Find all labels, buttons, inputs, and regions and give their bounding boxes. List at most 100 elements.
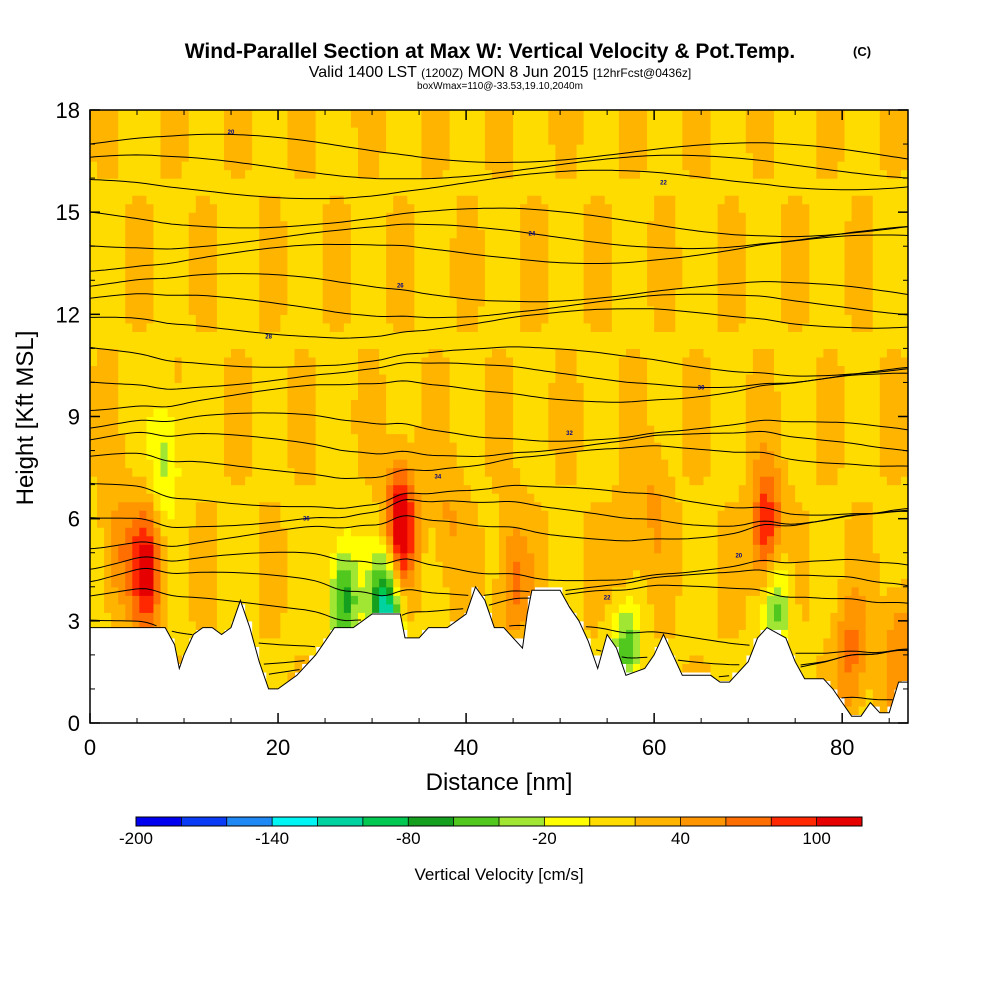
velocity-cell [287,442,296,452]
velocity-cell [625,305,634,315]
velocity-cell [350,356,359,367]
velocity-cell [393,271,401,281]
velocity-cell [252,288,260,298]
velocity-cell [259,476,267,486]
velocity-cell [393,459,401,469]
velocity-cell [118,595,126,605]
velocity-cell [280,322,289,332]
velocity-cell [541,288,549,298]
velocity-cell [252,186,260,196]
velocity-cell [372,297,380,307]
velocity-cell [379,586,387,596]
velocity-cell [520,152,528,162]
velocity-cell [273,280,281,290]
velocity-cell [160,169,169,179]
velocity-cell [372,169,380,179]
velocity-cell [357,161,366,171]
velocity-cell [273,510,281,520]
velocity-cell [315,484,324,494]
velocity-cell [463,322,472,332]
velocity-cell [125,118,133,128]
velocity-cell [611,263,620,273]
velocity-cell [174,552,183,562]
velocity-cell [231,467,239,477]
velocity-cell [329,561,338,571]
velocity-cell [160,442,169,452]
velocity-cell [266,110,274,120]
velocity-cell [541,425,549,435]
velocity-cell [611,595,620,605]
velocity-cell [555,459,564,469]
velocity-cell [576,135,585,145]
velocity-cell [647,552,655,562]
velocity-cell [400,254,408,264]
velocity-cell [583,203,592,213]
velocity-cell [477,237,486,247]
velocity-cell [569,339,578,349]
velocity-cell [428,433,437,443]
velocity-cell [372,501,380,511]
velocity-cell [308,195,317,205]
velocity-cell [216,305,225,315]
velocity-cell [548,348,557,358]
velocity-cell [266,314,274,324]
velocity-cell [414,203,423,213]
velocity-cell [477,535,486,545]
velocity-cell [231,476,239,486]
velocity-cell [329,425,338,435]
velocity-cell [132,212,140,222]
velocity-cell [174,280,183,290]
velocity-cell [315,603,324,613]
velocity-cell [329,501,338,511]
velocity-cell [506,314,514,324]
velocity-cell [555,416,564,426]
velocity-cell [97,212,105,222]
velocity-cell [499,476,507,486]
velocity-cell [329,118,338,128]
velocity-cell [407,501,415,511]
velocity-cell [139,365,148,375]
velocity-cell [379,203,387,213]
velocity-cell [576,510,585,520]
velocity-cell [146,578,155,588]
velocity-cell [223,297,232,307]
velocity-cell [238,322,246,332]
velocity-cell [583,365,592,375]
velocity-cell [132,127,140,137]
velocity-cell [118,297,126,307]
velocity-cell [456,356,465,367]
velocity-cell [477,305,486,315]
velocity-cell [188,620,197,630]
velocity-cell [442,186,451,196]
velocity-cell [400,595,408,605]
velocity-cell [315,561,324,571]
velocity-cell [287,654,296,664]
velocity-cell [640,425,648,435]
velocity-cell [294,527,303,537]
velocity-cell [562,501,571,511]
velocity-cell [541,195,549,205]
velocity-cell [188,297,197,307]
velocity-cell [449,561,458,571]
velocity-cell [118,110,126,120]
velocity-cell [435,169,444,179]
velocity-cell [654,595,662,605]
velocity-cell [372,127,380,137]
velocity-cell [350,322,359,332]
velocity-cell [484,288,493,298]
velocity-cell [583,135,592,145]
velocity-cell [104,407,112,418]
velocity-cell [245,578,253,588]
velocity-cell [555,544,564,554]
velocity-cell [195,271,204,281]
velocity-cell [238,288,246,298]
velocity-cell [372,280,380,290]
velocity-cell [379,467,387,477]
velocity-cell [534,203,542,213]
velocity-cell [365,459,373,469]
velocity-cell [604,620,613,630]
velocity-cell [414,561,423,571]
velocity-cell [181,322,190,332]
velocity-cell [294,382,303,392]
velocity-cell [456,561,465,571]
